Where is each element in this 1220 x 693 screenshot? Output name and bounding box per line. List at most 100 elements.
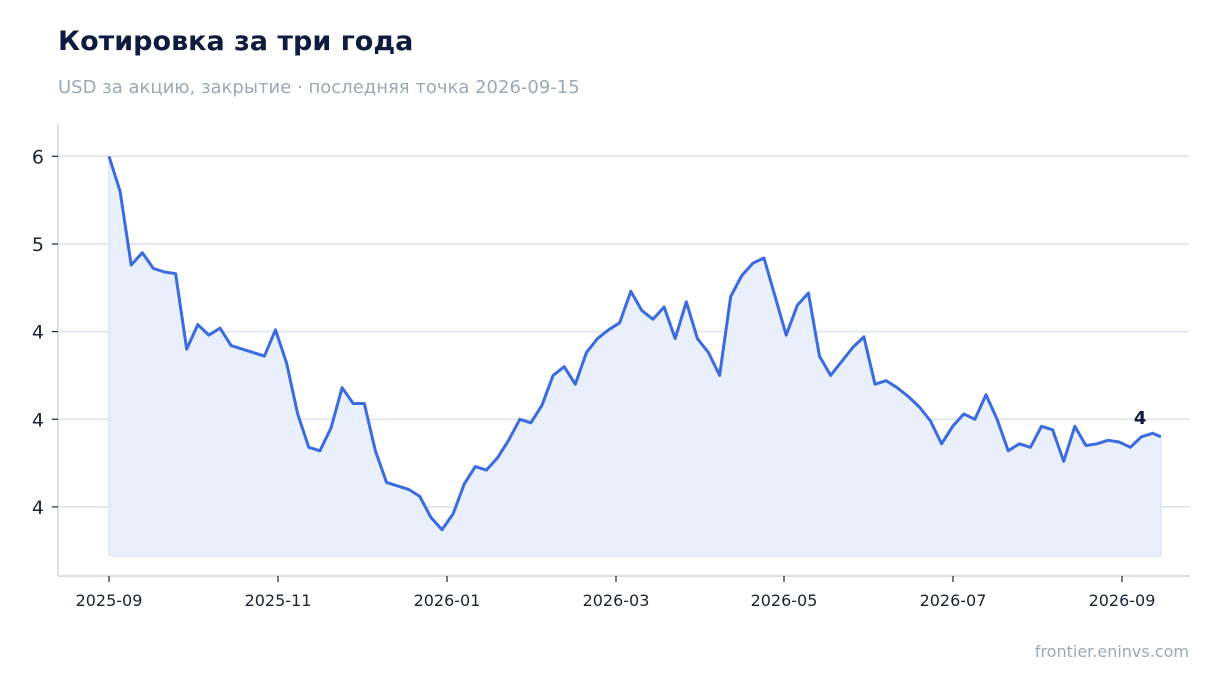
x-tick-label: 2026-01 [414, 591, 481, 610]
x-tick-label: 2026-03 [583, 591, 650, 610]
data-point [318, 449, 321, 452]
data-point [985, 393, 988, 396]
y-tick-label: 4 [32, 322, 44, 344]
data-point [296, 413, 299, 416]
data-point [696, 337, 699, 340]
data-point [119, 190, 122, 193]
data-point [552, 374, 555, 377]
data-point [152, 267, 155, 270]
data-point [1159, 435, 1162, 438]
x-tick-label: 2025-09 [76, 591, 143, 610]
data-point [1051, 428, 1054, 431]
data-point [896, 386, 899, 389]
data-point [352, 402, 355, 405]
data-point [718, 374, 721, 377]
data-point [474, 465, 477, 468]
data-point [885, 379, 888, 382]
data-point [574, 383, 577, 386]
data-point [929, 420, 932, 423]
data-point [851, 346, 854, 349]
x-axis-ticks: 2025-09 2025-11 2026-01 2026-03 2026-05 2026-… [76, 576, 1156, 610]
data-point [274, 328, 277, 331]
data-point [774, 295, 777, 298]
data-point [429, 516, 432, 519]
data-point [652, 318, 655, 321]
data-point [285, 362, 288, 365]
data-point [374, 449, 377, 452]
data-point [874, 383, 877, 386]
data-point [763, 257, 766, 260]
data-point [951, 425, 954, 428]
data-point [751, 262, 754, 265]
data-point [918, 406, 921, 409]
data-point [973, 418, 976, 421]
data-point [1007, 449, 1010, 452]
data-point [807, 292, 810, 295]
data-point [585, 351, 588, 354]
data-point [452, 512, 455, 515]
data-point [674, 337, 677, 340]
data-point [796, 304, 799, 307]
data-point [407, 488, 410, 491]
data-point [818, 355, 821, 358]
data-point [241, 348, 244, 351]
data-point [163, 271, 166, 274]
price-area [108, 156, 1162, 557]
data-point [729, 295, 732, 298]
x-tick-label: 2026-07 [920, 591, 987, 610]
x-tick-label: 2026-09 [1089, 591, 1156, 610]
data-point [596, 337, 599, 340]
data-point [341, 386, 344, 389]
data-point [518, 418, 521, 421]
data-point [1096, 442, 1099, 445]
data-point [1018, 442, 1021, 445]
axes [57, 124, 1190, 577]
y-tick-label: 5 [32, 234, 44, 256]
data-point [1129, 446, 1132, 449]
data-point [685, 300, 688, 303]
data-point [707, 351, 710, 354]
y-tick-label: 4 [32, 497, 44, 519]
chart-title: Котировка за три года [58, 26, 414, 57]
data-point [496, 456, 499, 459]
x-tick-label: 2026-05 [751, 591, 818, 610]
data-point [396, 484, 399, 487]
data-point [629, 290, 632, 293]
data-point [485, 469, 488, 472]
data-point [363, 402, 366, 405]
data-point [1029, 446, 1032, 449]
data-point [607, 328, 610, 331]
data-point [840, 360, 843, 363]
x-tick-label: 2025-11 [245, 591, 312, 610]
data-point [330, 427, 333, 430]
data-point [996, 418, 999, 421]
data-point [307, 446, 310, 449]
data-point [740, 274, 743, 277]
data-point [529, 421, 532, 424]
data-point [563, 365, 566, 368]
y-tick-label: 6 [32, 146, 44, 168]
data-point [463, 483, 466, 486]
price-line [107, 155, 1162, 532]
y-tick-label: 4 [32, 409, 44, 431]
source-link[interactable]: frontier.eninvs.com [1034, 642, 1189, 661]
data-point [907, 395, 910, 398]
data-point [1062, 460, 1065, 463]
last-point-label: 4 [1134, 408, 1147, 429]
data-point [1140, 435, 1143, 438]
data-point [263, 355, 266, 358]
data-point [829, 374, 832, 377]
data-point [108, 155, 111, 158]
data-point [785, 334, 788, 337]
data-point [130, 264, 133, 267]
chart-subtitle: USD за акцию, закрытие · последняя точка… [58, 77, 580, 98]
data-point [1040, 425, 1043, 428]
data-point [862, 335, 865, 338]
data-point [207, 334, 210, 337]
data-point [185, 348, 188, 351]
data-point [1107, 439, 1110, 442]
data-point [1118, 441, 1121, 444]
data-point [507, 439, 510, 442]
data-point [174, 272, 177, 275]
